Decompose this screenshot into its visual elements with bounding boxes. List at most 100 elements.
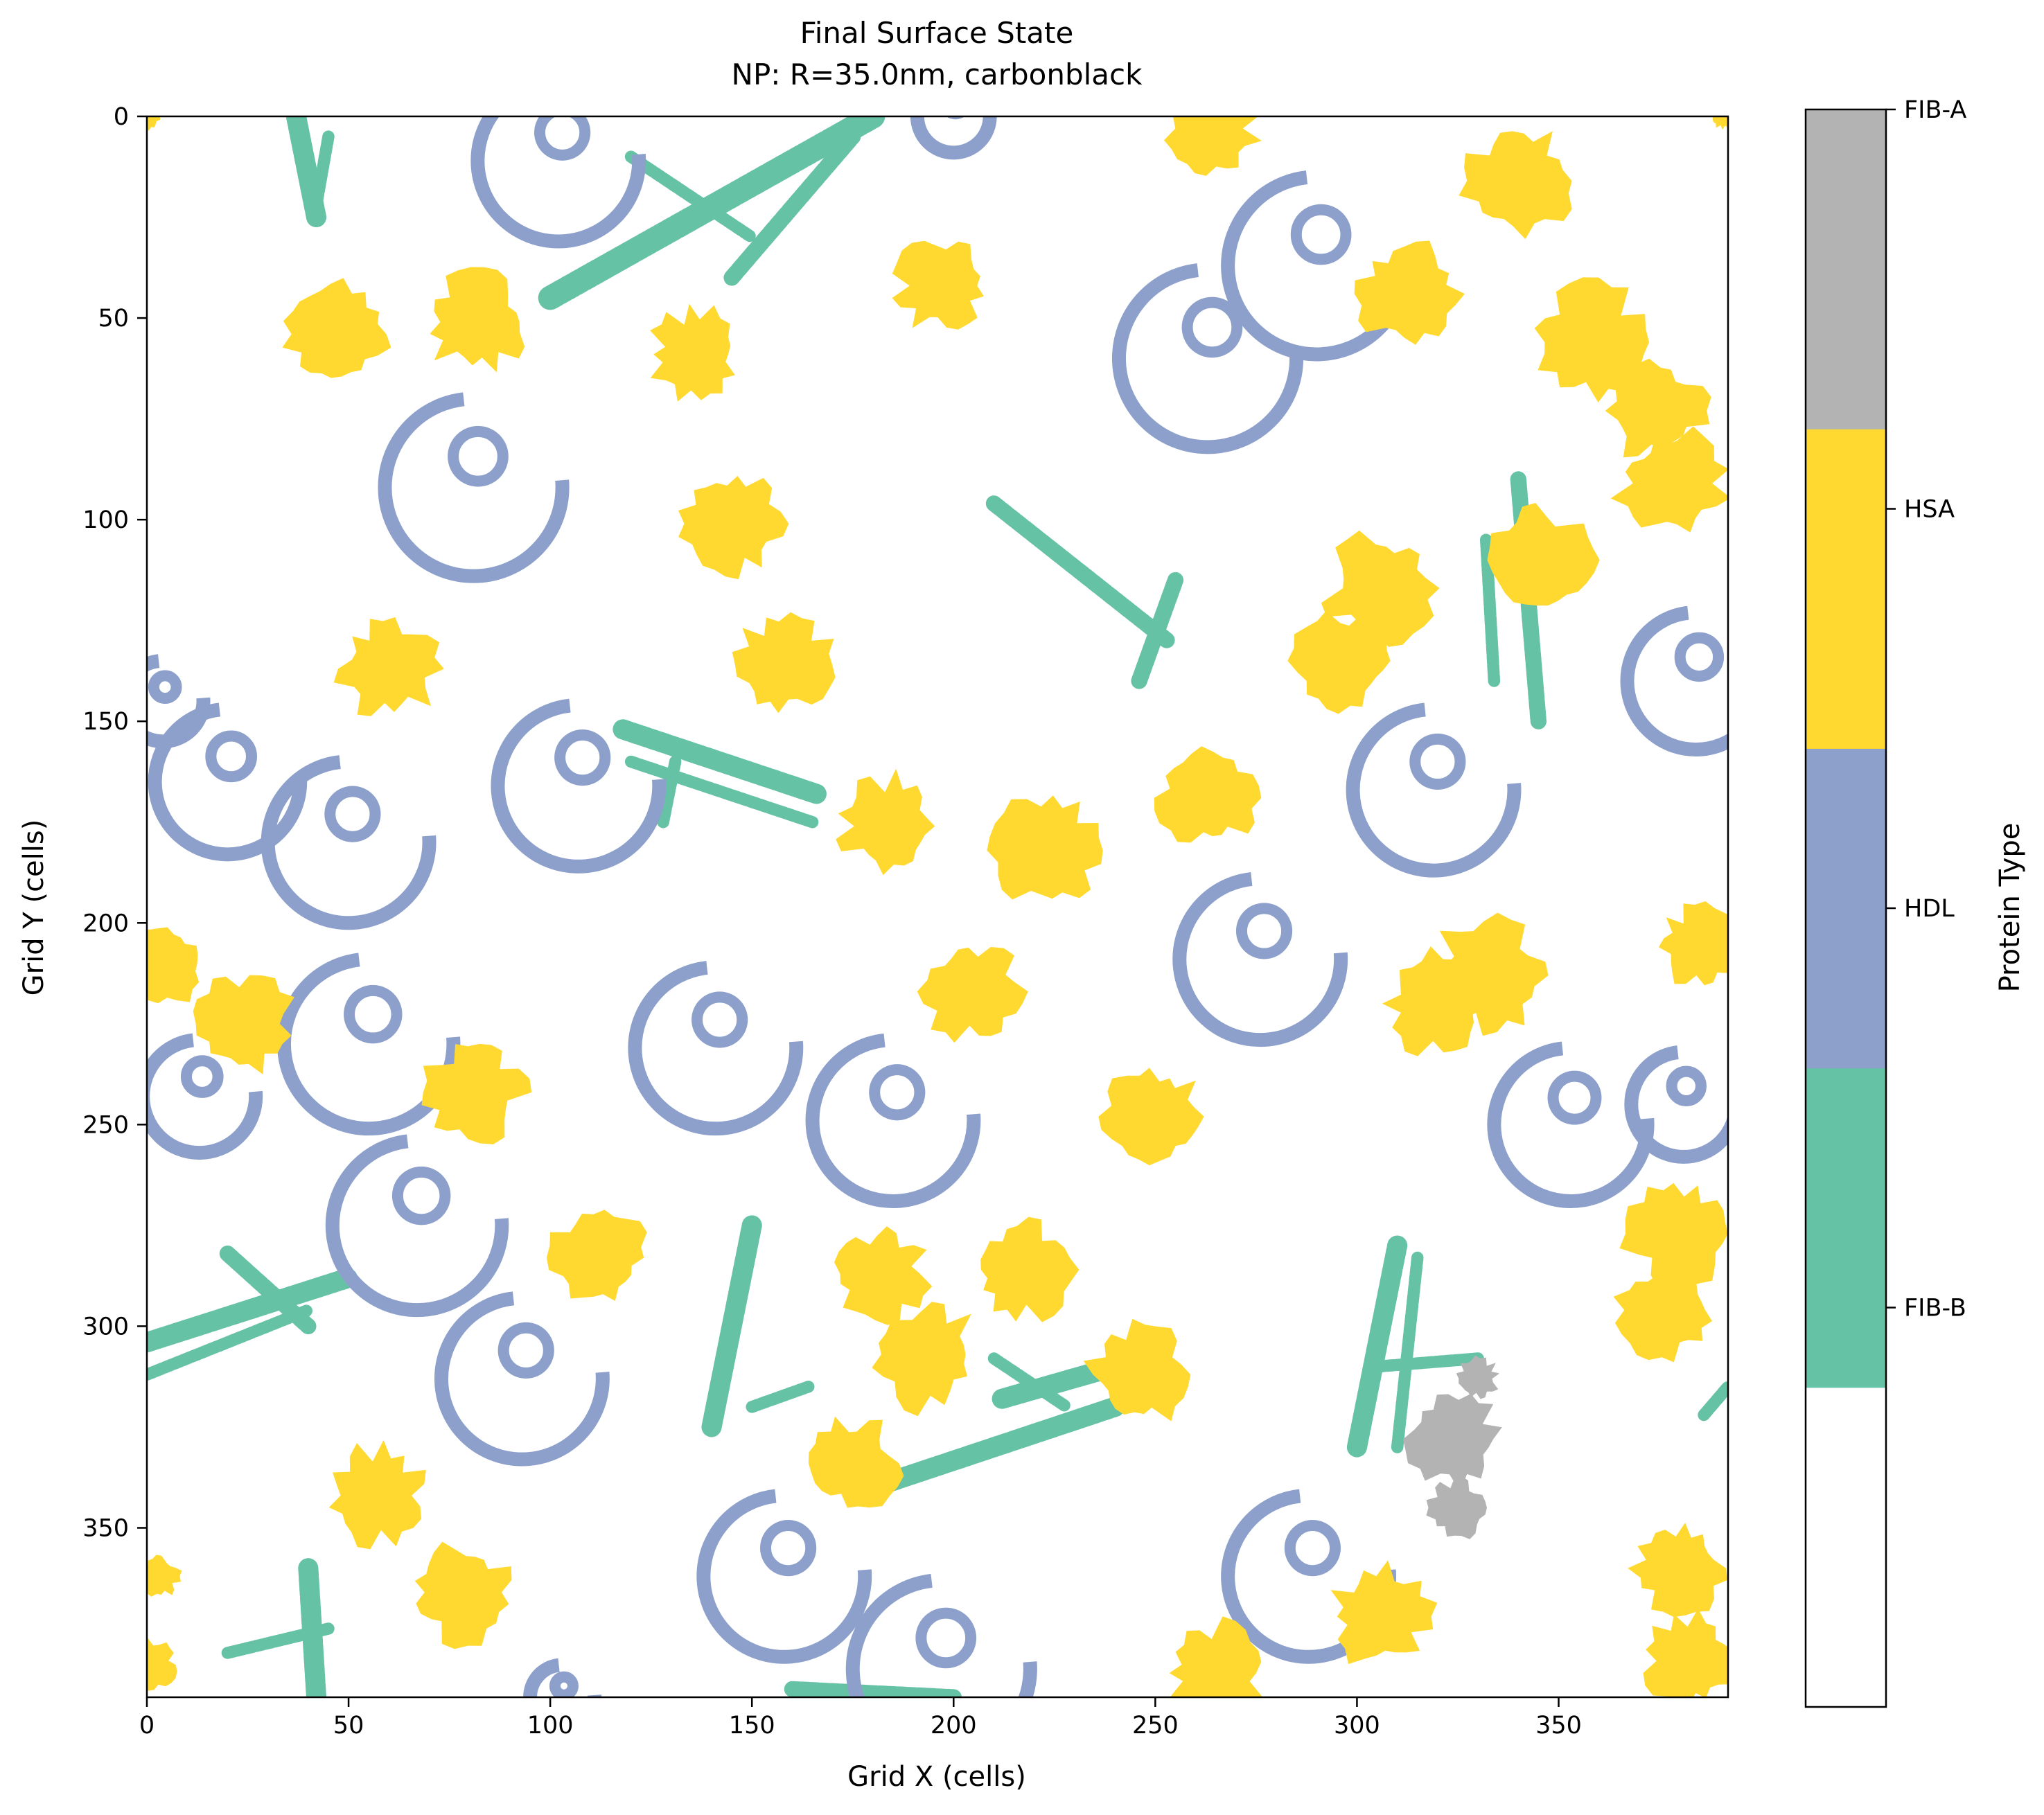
fib-b-cluster [1698,1381,1728,1422]
hsa-cluster [836,768,935,876]
hdl-cluster [1172,871,1348,1047]
hsa-cluster [1610,426,1728,533]
colorbar-segment [1806,1387,1886,1708]
hsa-cluster [1330,1560,1438,1665]
hsa-cluster [333,617,444,716]
hsa-cluster [917,947,1028,1043]
fib-b-cluster [1346,1235,1408,1458]
hsa-cluster [1354,240,1465,345]
hsa-cluster [282,278,391,378]
fib-b-cluster [147,1268,359,1353]
hdl-cluster-core [1666,1065,1707,1106]
colorbar-label: Protein Type [1994,823,2026,993]
x-tick-label: 350 [1535,1712,1582,1739]
hdl-cluster-core [1674,632,1725,682]
hsa-cluster [987,795,1103,900]
hdl-cluster [805,1033,981,1208]
fib-b-cluster [723,128,861,286]
colorbar-tick-label: FIB-A [1904,96,1966,124]
hsa-cluster [808,1416,904,1508]
hdl-cluster-core [549,1671,579,1697]
x-tick-label: 100 [527,1712,574,1739]
hdl-cluster [1346,702,1522,878]
hsa-cluster [1619,1183,1728,1291]
hsa-cluster [650,303,735,402]
colorbar-segment [1806,748,1886,1069]
fib-b-cluster [746,1381,815,1413]
fib-b-cluster [624,150,758,244]
hsa-cluster [421,1043,532,1144]
x-tick-label: 50 [333,1712,364,1739]
hsa-cluster [147,1638,177,1691]
hsa-cluster [1098,1068,1204,1166]
hsa-cluster [546,1210,647,1301]
hsa-cluster [872,1302,971,1417]
hsa-cluster [414,1541,512,1649]
fib-a-cluster [1456,1355,1500,1399]
hdl-cluster [325,1133,509,1318]
fib-b-cluster [987,1352,1073,1413]
hdl-cluster-core [497,1322,554,1379]
hsa-cluster [892,240,984,330]
hdl-cluster-core [869,1064,926,1121]
fib-b-cluster [701,1215,762,1437]
fib-b-cluster [657,755,682,829]
hsa-cluster [980,1216,1080,1322]
x-tick-label: 0 [139,1712,155,1739]
hdl-cluster [261,754,437,930]
hsa-cluster [732,612,836,714]
hsa-cluster [1613,1265,1712,1363]
x-axis: 0 50 100 150 200 250 300 350 [139,1697,1582,1739]
hdl-cluster-core [391,1166,451,1225]
hdl-cluster-core [554,729,611,786]
fib-b-cluster [1371,1352,1484,1373]
hdl-cluster-core [1181,296,1243,358]
colorbar-segment [1806,429,1886,749]
hsa-cluster [1154,746,1262,843]
colorbar-tick-label: HSA [1904,496,1955,524]
y-tick-label: 50 [98,305,129,333]
y-axis-label: Grid Y (cells) [18,820,50,996]
fib-b-cluster [310,130,335,211]
hsa-cluster [1712,116,1728,130]
hdl-cluster-core [148,670,182,705]
hdl-cluster [1620,605,1728,756]
hsa-cluster [193,975,294,1074]
hdl-cluster [1111,263,1304,454]
hdl-cluster [147,1033,263,1160]
hdl-cluster-core [1235,903,1293,959]
fib-b-cluster [221,1622,335,1659]
colorbar: FIB-B HDL HSA FIB-A [1804,96,1966,1708]
hdl-cluster-core [448,425,509,487]
y-tick-label: 350 [82,1515,129,1543]
colorbar-segment [1806,109,1886,430]
hsa-cluster [1287,611,1391,714]
hdl-cluster-core [1547,1070,1602,1125]
hsa-cluster [1643,1609,1728,1697]
hdl-cluster-core [534,116,591,161]
hsa-cluster [1163,116,1262,176]
y-tick-label: 100 [82,506,129,534]
hdl-cluster [147,653,211,749]
x-tick-label: 200 [931,1712,977,1739]
colorbar-tick-label: HDL [1904,895,1955,923]
hdl-cluster-core [324,786,381,842]
hdl-cluster-core [344,984,403,1044]
hdl-cluster [470,116,646,249]
hsa-cluster [147,116,161,131]
hdl-cluster [434,1291,610,1467]
hsa-cluster [1382,946,1490,1056]
fib-b-cluster [863,1397,1125,1498]
hsa-cluster [1605,358,1711,458]
fib-a-cluster [1426,1476,1487,1539]
x-tick-label: 150 [729,1712,775,1739]
surface-grid [147,116,1728,1697]
fib-b-cluster [1391,1251,1424,1453]
hsa-cluster [1083,1318,1191,1422]
hdl-cluster [628,960,804,1136]
hdl-cluster-core [205,730,258,783]
y-tick-label: 250 [82,1111,129,1139]
fib-b-cluster [784,1681,962,1697]
